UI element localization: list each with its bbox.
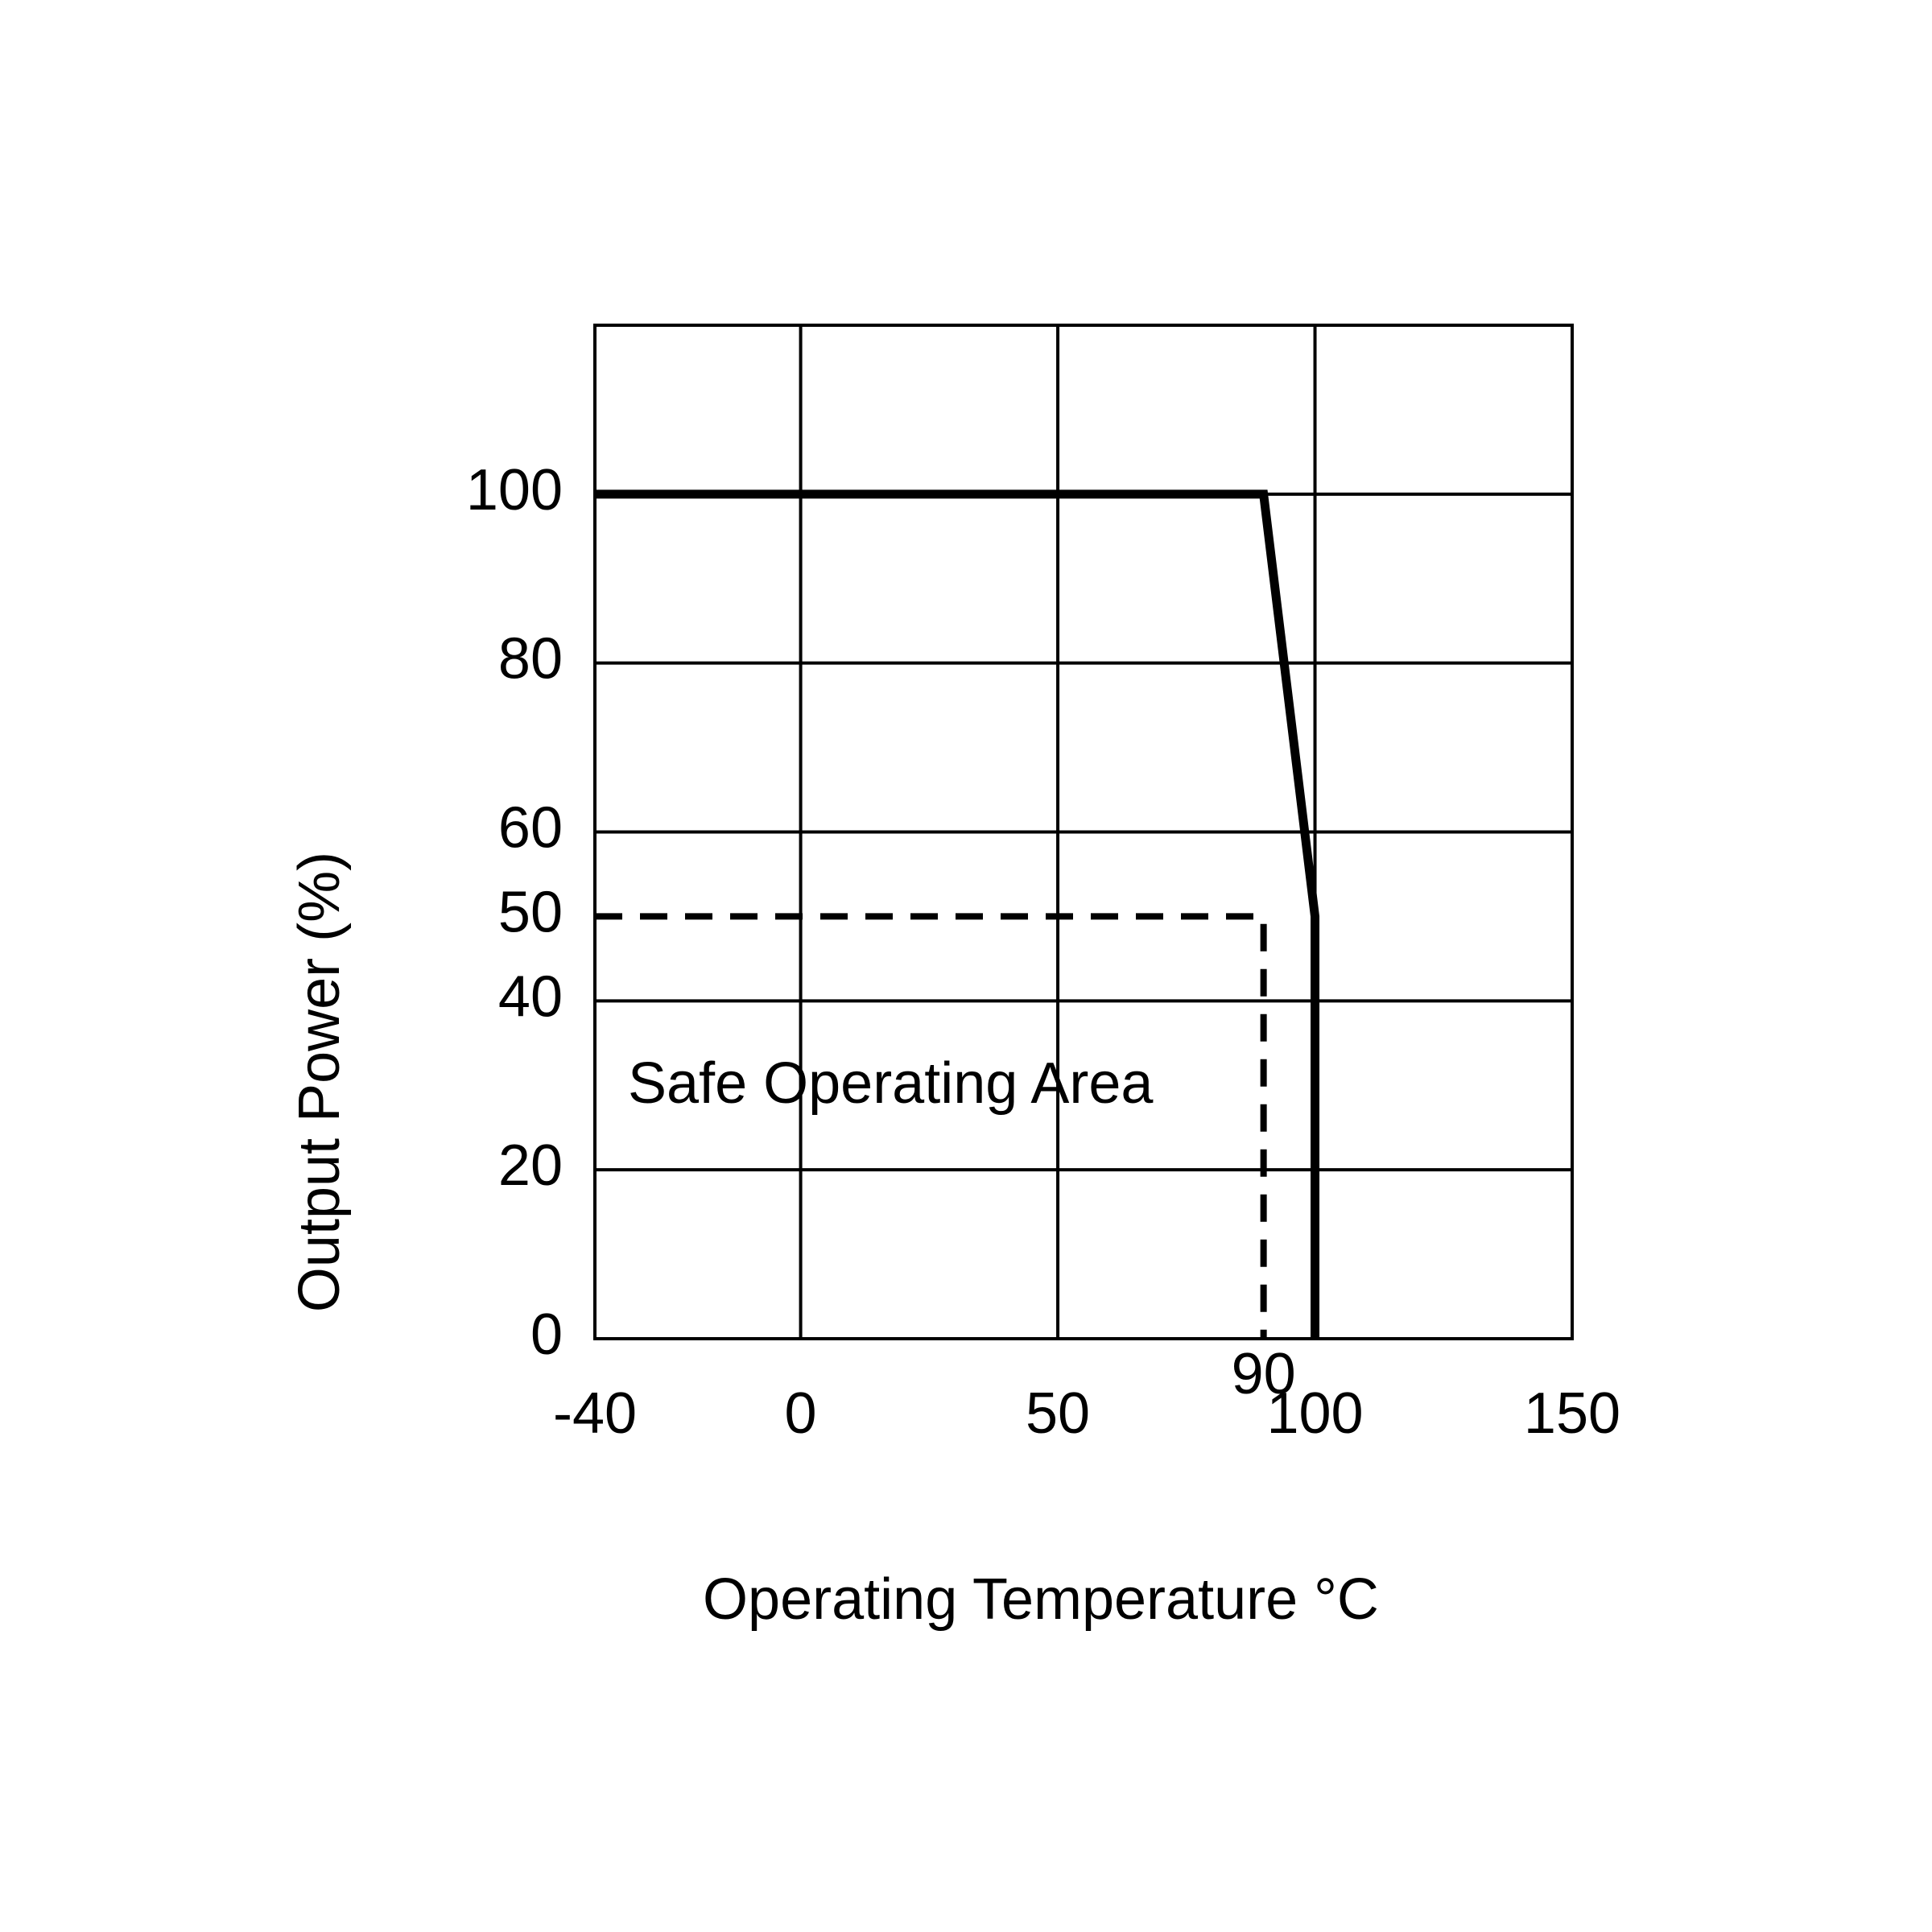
- y-tick-label: 80: [498, 627, 563, 691]
- y-tick-label: 60: [498, 796, 563, 861]
- y-tick-label: 100: [466, 458, 563, 522]
- plot-frame: [593, 324, 1574, 1340]
- x-tick-label: -40: [553, 1381, 637, 1446]
- x-tick-label: 100: [1266, 1381, 1363, 1446]
- x-tick-label: 50: [1026, 1381, 1090, 1446]
- y-tick-label: 50: [498, 880, 563, 944]
- reference-line: [595, 913, 1267, 1339]
- y-tick-label: 0: [530, 1302, 563, 1367]
- x-tick-label: 90: [1232, 1342, 1296, 1406]
- x-tick-label: 150: [1524, 1381, 1620, 1446]
- annotation: Safe Operating Area: [628, 1051, 1154, 1116]
- x-tick-label: 0: [785, 1381, 817, 1446]
- y-tick-label: 20: [498, 1133, 563, 1198]
- y-tick-label: 40: [498, 964, 563, 1029]
- derating-line: [595, 489, 1320, 1339]
- y-axis-title: Output Power (%): [287, 852, 352, 1312]
- x-axis-title: Operating Temperature °C: [703, 1567, 1379, 1632]
